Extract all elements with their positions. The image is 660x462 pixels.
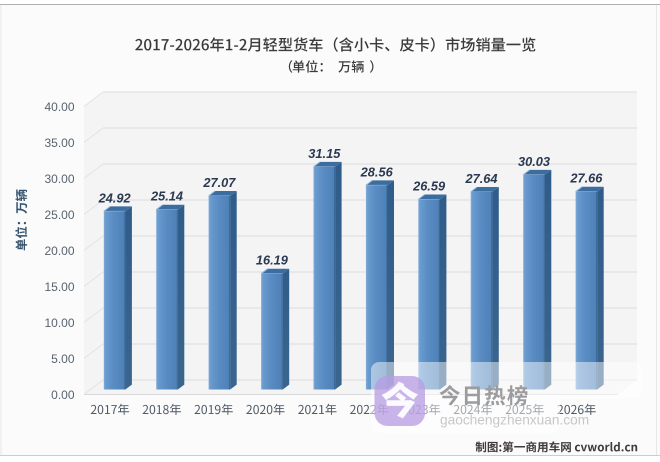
svg-text:26.59: 26.59 [412,178,446,193]
svg-text:10.00: 10.00 [44,316,74,330]
svg-text:25.00: 25.00 [44,208,74,222]
svg-text:15.00: 15.00 [44,280,74,294]
svg-text:27.07: 27.07 [202,175,236,190]
svg-text:27.66: 27.66 [569,171,603,186]
svg-text:5.00: 5.00 [51,352,75,366]
svg-text:24.92: 24.92 [98,190,131,205]
svg-text:40.00: 40.00 [44,100,74,114]
svg-text:27.64: 27.64 [464,171,497,186]
svg-text:gaochengzhenxuan.com: gaochengzhenxuan.com [440,413,589,428]
svg-text:0.00: 0.00 [51,388,75,402]
svg-text:35.00: 35.00 [44,136,74,150]
svg-text:31.15: 31.15 [308,146,341,161]
svg-text:20.00: 20.00 [44,244,74,258]
svg-text:25.14: 25.14 [150,189,183,204]
svg-text:30.00: 30.00 [44,172,74,186]
svg-text:16.19: 16.19 [256,253,289,268]
svg-text:28.56: 28.56 [360,164,394,179]
svg-text:30.03: 30.03 [518,154,550,169]
